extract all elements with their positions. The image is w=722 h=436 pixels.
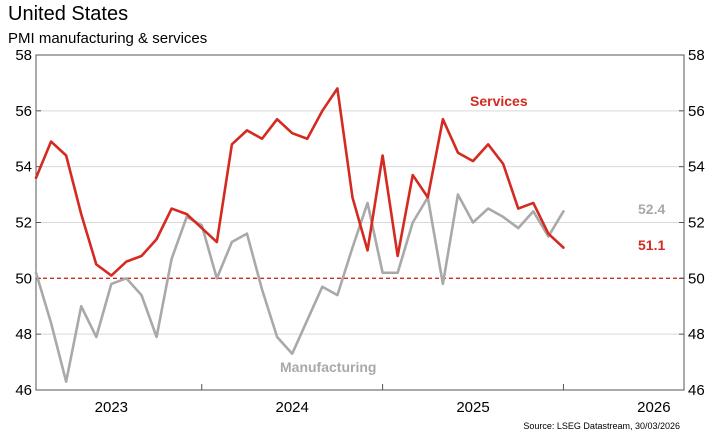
chart-title: United States (8, 3, 129, 25)
y-tick-label-left-54: 54 (15, 159, 32, 176)
source-note: Source: LSEG Datastream, 30/03/2026 (523, 421, 680, 431)
manufacturing-line (34, 193, 565, 383)
y-tick-label-left-58: 58 (15, 47, 32, 64)
manufacturing-series-label: Manufacturing (280, 359, 376, 375)
y-tick-label-left-56: 56 (15, 103, 32, 120)
y-tick-label-right-48: 48 (688, 326, 705, 343)
y-tick-label-right-56: 56 (688, 103, 705, 120)
x-tick-label-2023: 2023 (95, 399, 128, 416)
services-end-value: 51.1 (638, 237, 665, 253)
chart-subtitle: PMI manufacturing & services (8, 30, 208, 47)
y-axis-left: 46 48 50 52 54 56 58 (15, 47, 41, 399)
y-tick-label-right-46: 46 (688, 382, 705, 399)
y-tick-label-right-54: 54 (688, 159, 705, 176)
y-tick-label-left-46: 46 (15, 382, 32, 399)
x-tick-label-2026: 2026 (637, 399, 670, 416)
x-axis: 2023 2024 2025 2026 (35, 384, 671, 416)
y-tick-label-right-58: 58 (688, 47, 705, 64)
x-tick-label-2024: 2024 (275, 399, 308, 416)
x-tick-label-2025: 2025 (456, 399, 489, 416)
y-tick-label-right-50: 50 (688, 270, 705, 287)
y-tick-label-right-52: 52 (688, 215, 705, 232)
y-tick-label-left-48: 48 (15, 326, 32, 343)
y-axis-right: 46 48 50 52 54 56 58 (679, 47, 705, 399)
services-line (34, 87, 565, 277)
manufacturing-end-value: 52.4 (638, 201, 665, 217)
y-tick-label-left-50: 50 (15, 270, 32, 287)
services-series-label: Services (470, 93, 528, 109)
series-lines (34, 87, 565, 383)
y-tick-label-left-52: 52 (15, 215, 32, 232)
